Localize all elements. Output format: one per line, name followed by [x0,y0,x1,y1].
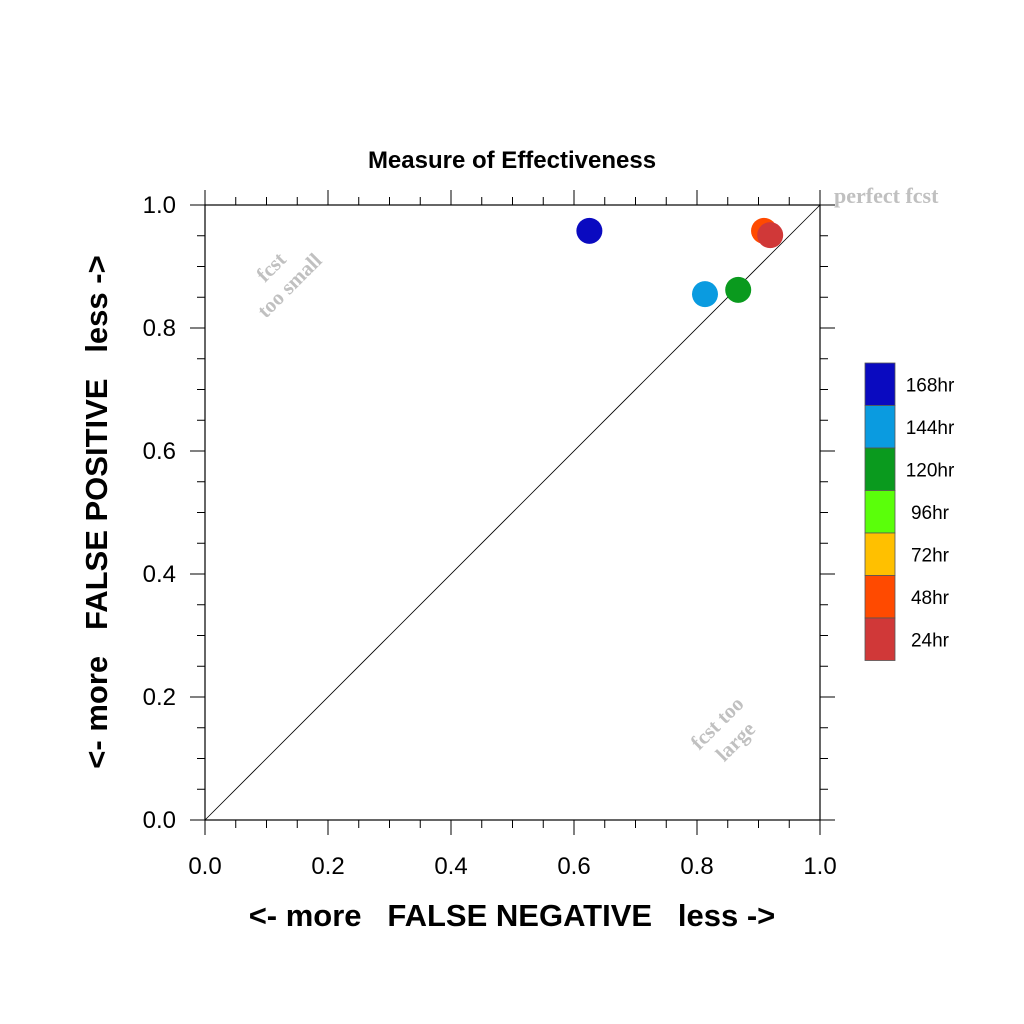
x-tick-label: 1.0 [803,853,836,880]
data-points [576,217,784,308]
annotation-fcst-too-large: fcst too large [686,692,760,766]
legend-label-96hr: 96hr [911,503,950,524]
legend-label-168hr: 168hr [906,375,955,396]
x-axis-label: <- more FALSE NEGATIVE less -> [249,898,776,933]
y-tick-label: 0.6 [143,438,176,465]
legend-label-144hr: 144hr [906,418,955,439]
chart-title: Measure of Effectiveness [368,147,656,174]
legend-swatch-72hr [864,532,896,576]
perfect-forecast-diagonal [204,204,821,821]
x-tick-label: 0.2 [311,853,344,880]
point-120hr [725,276,752,303]
y-tick-label: 0.4 [143,561,176,588]
y-tick-label: 0.0 [143,807,176,834]
y-axis-label: <- more FALSE POSITIVE less -> [79,255,114,768]
x-tick-label: 0.8 [680,853,713,880]
annotation-fcst-too-small: fcst too small [251,247,326,322]
legend-label-48hr: 48hr [911,588,950,609]
legend-swatch-168hr [864,362,896,406]
legend: 168hr 144hr 120hr 96hr 72hr 48hr 24hr [864,362,955,661]
legend-label-120hr: 120hr [906,460,955,481]
legend-label-24hr: 24hr [911,630,950,651]
x-tick-labels: 0.0 0.2 0.4 0.6 0.8 1.0 [188,853,836,880]
x-tick-label: 0.6 [557,853,590,880]
legend-swatch-48hr [864,575,896,619]
y-tick-labels: 0.0 0.2 0.4 0.6 0.8 1.0 [143,192,176,834]
annotation-perfect-fcst: perfect fcst [834,183,939,208]
legend-swatch-144hr [864,405,896,449]
legend-swatch-96hr [864,490,896,534]
y-tick-label: 0.2 [143,684,176,711]
y-tick-label: 1.0 [143,192,176,219]
x-tick-label: 0.4 [434,853,467,880]
legend-swatch-120hr [864,447,896,491]
legend-swatch-24hr [864,617,896,661]
plot-area: 0.0 0.2 0.4 0.6 0.8 1.0 0.0 0.2 0.4 0.6 0.8 1.0 [143,190,837,880]
point-168hr [576,217,603,244]
point-144hr [691,281,718,308]
legend-label-72hr: 72hr [911,545,950,566]
point-24hr [757,222,784,249]
axis-ticks [190,190,835,835]
y-tick-label: 0.8 [143,315,176,342]
x-tick-label: 0.0 [188,853,221,880]
